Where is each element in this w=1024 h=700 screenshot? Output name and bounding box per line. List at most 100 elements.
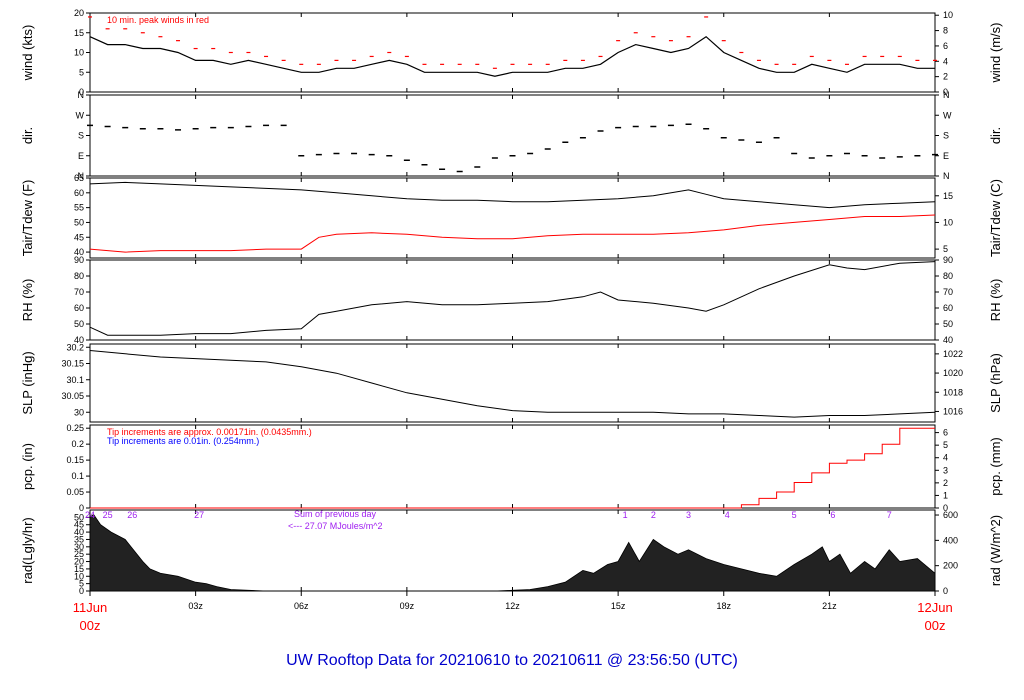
rad-panel: 051015202530354045500200400600rad(Lgly/h… — [20, 509, 1003, 596]
slp-ytick-label: 30.05 — [61, 391, 84, 401]
temp-ytick-label-right: 5 — [943, 244, 948, 254]
time-axis: 03z 06z 09z 12z 15z 18z 21z 11Jun 00z 12Jun 00z — [73, 591, 953, 633]
rh-ytick-label-right: 70 — [943, 287, 953, 297]
rh-ytick-label-right: 60 — [943, 303, 953, 313]
temp-ytick-label: 55 — [74, 203, 84, 213]
dir-ytick-label-right: N — [943, 90, 950, 100]
dir-ytick-label: E — [78, 151, 84, 161]
rh-line — [89, 261, 936, 336]
pcp-ylabel: pcp. (in) — [20, 443, 35, 490]
pcp-ytick-label: 0.1 — [71, 471, 84, 481]
rh-ylabel: RH (%) — [20, 279, 35, 322]
rad-area — [89, 513, 936, 592]
rh-ytick-label: 70 — [74, 287, 84, 297]
slp-ytick-label: 30.1 — [66, 375, 84, 385]
dir-ytick-label: W — [76, 110, 85, 120]
rad-ytick-label-right: 200 — [943, 561, 958, 571]
rh-ylabel-right: RH (%) — [988, 279, 1003, 322]
rh-ytick-label: 50 — [74, 319, 84, 329]
temp-ylabel: Tair/Tdew (F) — [20, 180, 35, 257]
temp-frame — [89, 177, 936, 259]
temp-ytick-label: 65 — [74, 173, 84, 183]
rad-ytick-label: 50 — [74, 512, 84, 522]
rh-ytick-label: 90 — [74, 255, 84, 265]
dir-ytick-label: N — [78, 171, 85, 181]
rad-ytick-label: 0 — [79, 586, 84, 596]
slp-panel: 30 30.05 30.1 30.15 30.2 1016 1018 1020 1022 SLP … — [20, 342, 1003, 423]
time-edge-label-day: 11Jun — [73, 600, 107, 615]
temp-ytick-label: 45 — [74, 232, 84, 242]
slp-ylabel-right: SLP (hPa) — [988, 353, 1003, 413]
pcp-ytick-label-right: 1 — [943, 490, 948, 500]
rh-ytick-label: 60 — [74, 303, 84, 313]
pcp-ytick-label: 0.25 — [66, 423, 84, 433]
rad-hour-marker: 25 — [103, 510, 113, 520]
time-edge-label-hour: 00z — [80, 618, 101, 633]
wind-ytick-label-right: 2 — [943, 72, 948, 82]
wind-ytick-label-right: 8 — [943, 26, 948, 36]
pcp-ytick-label: 0.15 — [66, 455, 84, 465]
rad-ytick-label: 15 — [74, 564, 84, 574]
slp-ytick-label-right: 1020 — [943, 368, 963, 378]
rh-ytick-label: 40 — [74, 335, 84, 345]
rad-hour-marker: 4 — [725, 510, 730, 520]
wind-ytick-label: 5 — [79, 67, 84, 77]
time-tick-label: 21z — [822, 601, 837, 611]
pcp-ytick-label-right: 6 — [943, 428, 948, 438]
slp-ytick-label-right: 1018 — [943, 387, 963, 397]
rad-annotation-1: Sum of previous day — [294, 509, 377, 519]
slp-line — [89, 350, 936, 418]
dir-ytick-label: N — [78, 90, 85, 100]
dir-ytick-label-right: W — [943, 110, 952, 120]
wind-ytick-label: 15 — [74, 28, 84, 38]
rh-ytick-label-right: 40 — [943, 335, 953, 345]
wind-ytick-label-right: 0 — [943, 87, 948, 97]
temp-ylabel-right: Tair/Tdew (C) — [988, 179, 1003, 257]
wind-ytick-label: 0 — [79, 87, 84, 97]
pcp-annotation-2: Tip increments are 0.01in. (0.254mm.) — [107, 436, 259, 446]
time-tick-label: 15z — [611, 601, 626, 611]
time-tick-label: 12z — [505, 601, 520, 611]
wind-ytick-label-right: 10 — [943, 10, 953, 20]
rh-ytick-label-right: 90 — [943, 255, 953, 265]
temp-tair-line — [89, 181, 936, 209]
temp-ytick-label: 60 — [74, 188, 84, 198]
dir-ytick-label-right: E — [943, 151, 949, 161]
pcp-ylabel-right: pcp. (mm) — [988, 437, 1003, 496]
temp-tdew-line — [89, 214, 936, 253]
rh-ytick-label-right: 50 — [943, 319, 953, 329]
rad-ytick-label: 10 — [74, 571, 84, 581]
pcp-ytick-label-right: 0 — [943, 503, 948, 513]
wind-mean-line — [89, 35, 935, 77]
rad-hour-marker: 27 — [194, 510, 204, 520]
temp-ytick-label-right: 15 — [943, 191, 953, 201]
dir-ytick-label-right: N — [943, 171, 950, 181]
slp-ytick-label: 30.2 — [66, 342, 84, 352]
rad-hour-marker: 24 — [85, 510, 95, 520]
slp-ytick-label-right: 1022 — [943, 349, 963, 359]
rad-ylabel-right: rad (W/m^2) — [988, 515, 1003, 586]
wind-annotation: 10 min. peak winds in red — [107, 15, 209, 25]
rad-ytick-label: 30 — [74, 542, 84, 552]
chart-title: UW Rooftop Data for 20210610 to 20210611… — [286, 652, 738, 669]
wind-ytick-label: 10 — [74, 48, 84, 58]
rad-ytick-label: 40 — [74, 527, 84, 537]
rad-ylabel: rad(Lgly/hr) — [20, 517, 35, 583]
rad-annotation-2: <--- 27.07 MJoules/m^2 — [288, 521, 383, 531]
rad-hour-marker: 1 — [623, 510, 628, 520]
wind-ytick-label-right: 4 — [943, 56, 948, 66]
pcp-panel: 0 0.05 0.1 0.15 0.2 0.25 0 1 2 3 4 5 6 pcp. (in) pcp. … — [20, 423, 1003, 513]
time-edge-label-hour: 00z — [925, 618, 946, 633]
rad-hour-marker: 3 — [686, 510, 691, 520]
rh-ytick-label: 80 — [74, 271, 84, 281]
rad-hour-marker: 6 — [830, 510, 835, 520]
time-tick-label: 03z — [188, 601, 203, 611]
pcp-ytick-label-right: 5 — [943, 440, 948, 450]
rad-hour-marker: 5 — [792, 510, 797, 520]
dir-frame — [89, 94, 936, 177]
pcp-line — [90, 427, 935, 509]
pcp-annotation-1: Tip increments are approx. 0.00171in. (0… — [107, 427, 312, 437]
time-tick-label: 18z — [716, 601, 731, 611]
time-tick-label: 09z — [400, 601, 415, 611]
